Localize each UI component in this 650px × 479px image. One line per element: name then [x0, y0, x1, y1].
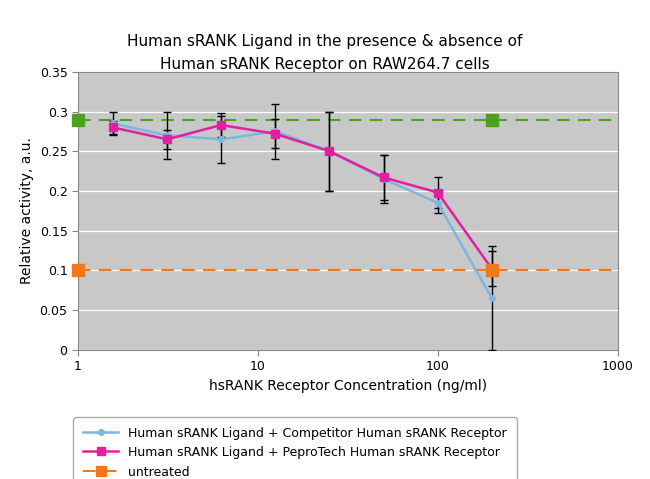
Y-axis label: Relative activity, a.u.: Relative activity, a.u. — [20, 137, 34, 284]
Legend: Human sRANK Ligand + Competitor Human sRANK Receptor, Human sRANK Ligand + Pepro: Human sRANK Ligand + Competitor Human sR… — [73, 417, 517, 479]
X-axis label: hsRANK Receptor Concentration (ng/ml): hsRANK Receptor Concentration (ng/ml) — [209, 378, 487, 393]
Text: Human sRANK Ligand in the presence & absence of: Human sRANK Ligand in the presence & abs… — [127, 34, 523, 48]
Text: Human sRANK Receptor on RAW264.7 cells: Human sRANK Receptor on RAW264.7 cells — [160, 57, 490, 72]
